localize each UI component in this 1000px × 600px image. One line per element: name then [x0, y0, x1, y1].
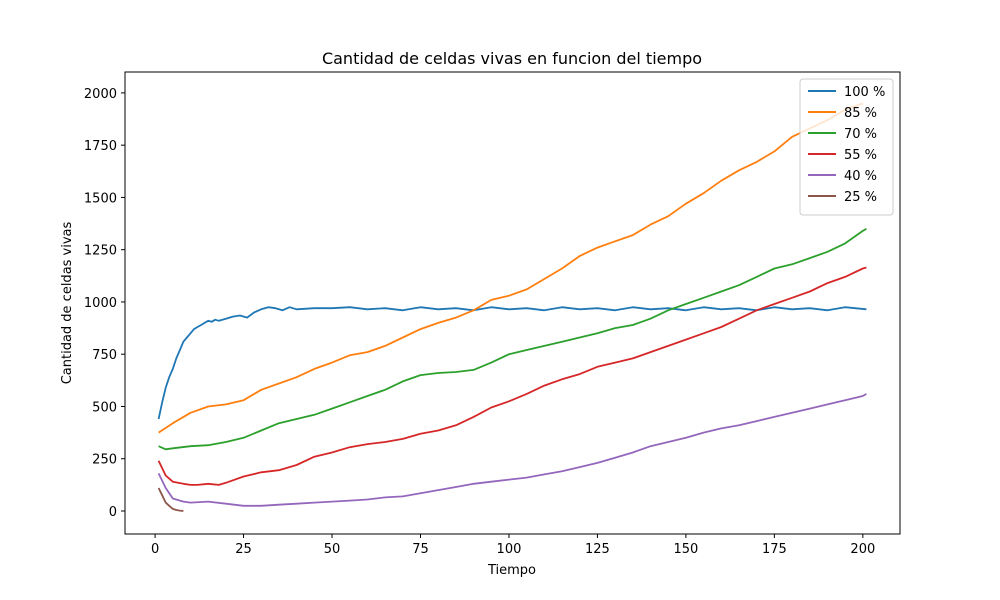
- legend-entry: 70 %: [844, 127, 877, 142]
- y-axis: 0 250 500 750 1000 1250 1500 1750 2000: [84, 87, 125, 520]
- x-axis: 0 25 50 75 100 125 150 175 200: [151, 534, 875, 557]
- series-line-2: [158, 102, 864, 434]
- x-tick-label: 25: [235, 542, 252, 557]
- series-line-5: [157, 393, 867, 507]
- x-tick-label: 125: [585, 542, 610, 557]
- plot-frame: [124, 71, 901, 535]
- x-tick-label: 50: [324, 542, 341, 557]
- x-tick-label: 0: [151, 542, 159, 557]
- x-axis-label: Tiempo: [487, 563, 536, 578]
- x-tick-label: 200: [850, 542, 875, 557]
- y-axis-label: Cantidad de celdas vivas: [60, 221, 75, 384]
- x-tick-label: 75: [412, 542, 429, 557]
- series-line-1: [157, 306, 867, 420]
- y-tick-label: 1000: [84, 296, 117, 311]
- x-tick-label: 150: [673, 542, 698, 557]
- series-layer: [157, 102, 867, 512]
- legend: 100 % 85 % 70 % 55 % 40 % 25 %: [799, 78, 894, 216]
- y-tick-label: 1750: [84, 139, 117, 154]
- x-tick-label: 100: [497, 542, 522, 557]
- series-line-4: [157, 266, 867, 486]
- y-tick-label: 250: [92, 453, 117, 468]
- legend-entry: 25 %: [844, 190, 877, 205]
- legend-entry: 85 %: [844, 106, 877, 121]
- y-tick-label: 500: [92, 400, 117, 415]
- series-line-3: [158, 228, 867, 451]
- y-tick-label: 750: [92, 348, 117, 363]
- y-tick-label: 1250: [84, 244, 117, 259]
- legend-entry: 100 %: [844, 85, 885, 100]
- x-tick-label: 175: [762, 542, 787, 557]
- legend-entry: 55 %: [844, 148, 877, 163]
- y-tick-label: 1500: [84, 191, 117, 206]
- legend-entry: 40 %: [844, 169, 877, 184]
- y-tick-label: 0: [109, 505, 117, 520]
- y-tick-label: 2000: [84, 87, 117, 102]
- chart-title: Cantidad de celdas vivas en funcion del …: [322, 49, 702, 68]
- plot-area: [125, 72, 900, 534]
- series-line-6: [157, 487, 184, 512]
